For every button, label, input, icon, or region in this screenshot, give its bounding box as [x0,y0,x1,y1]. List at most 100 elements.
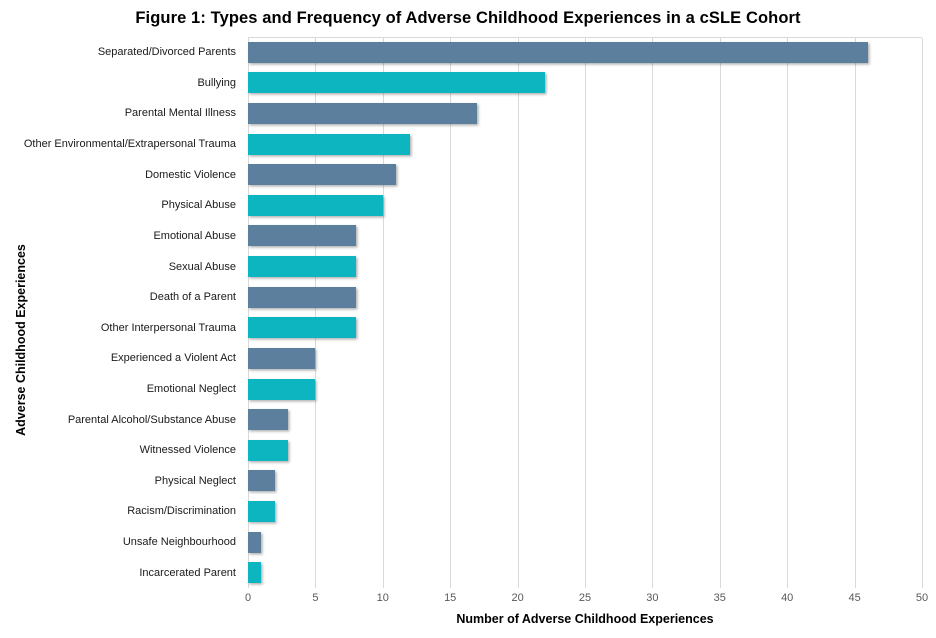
x-tick-label: 10 [376,592,389,604]
bar [248,409,289,431]
bar-row: Sexual Abuse [0,251,922,282]
x-tick-label: 25 [578,592,592,604]
bar-track [248,159,922,190]
gridline-layer [248,37,923,588]
gridline-x-20 [517,38,519,588]
gridline-x-50 [922,38,923,588]
bar [248,41,869,63]
gridline-x-15 [450,38,452,588]
category-label: Emotional Abuse [153,229,236,242]
bar-row: Emotional Neglect [0,374,922,405]
x-tick-label: 0 [244,592,252,604]
gridline-x-30 [652,38,654,588]
bar-track [248,37,922,68]
bar-row: Incarcerated Parent [0,557,922,588]
category-label: Separated/Divorced Parents [97,46,236,59]
category-label: Domestic Violence [145,168,236,181]
chart-title: Figure 1: Types and Frequency of Adverse… [135,9,801,27]
category-label: Sexual Abuse [168,260,236,273]
bar-track [248,466,922,497]
bar [248,378,316,400]
x-axis-ticks: 0 5 10 15 20 25 30 35 40 45 50 [244,592,928,608]
bar-track [248,190,922,221]
bar-track [248,221,922,252]
bar [248,562,262,584]
gridline-x-25 [585,38,586,588]
bar-track [248,374,922,405]
x-tick-label: 20 [511,592,524,604]
category-label: Unsafe Neighbourhood [122,536,236,548]
bar-row: Parental Alcohol/Substance Abuse [0,404,922,435]
bar-track [248,251,922,282]
bar [248,500,275,522]
gridline-x-10 [382,38,384,588]
bar [248,531,262,553]
bar [248,347,316,369]
bar-track [248,312,922,343]
x-tick-label: 50 [915,592,929,604]
category-label: Experienced a Violent Act [110,352,236,365]
x-axis-title: Number of Adverse Childhood Experiences [456,612,714,626]
category-label: Physical Neglect [154,474,236,487]
category-label: Other Environmental/Extrapersonal Trauma [23,138,236,151]
bar-row: Domestic Violence [0,159,922,190]
bar [248,439,289,461]
bar [248,225,356,247]
bar [248,164,397,186]
category-label: Emotional Neglect [146,382,236,395]
bar-row: Racism/Discrimination [0,496,922,527]
bar-row: Death of a Parent [0,282,922,313]
category-label: Witnessed Violence [139,444,236,457]
bar [248,103,478,125]
category-label: Death of a Parent [149,291,236,304]
bar-row: Bullying [0,68,922,99]
category-label: Other Interpersonal Trauma [100,321,236,334]
bar-track [248,496,922,527]
x-tick-label: 30 [646,592,659,604]
x-tick-label: 40 [781,592,794,604]
category-label: Parental Alcohol/Substance Abuse [67,413,236,426]
category-label: Incarcerated Parent [139,566,236,579]
bar-row: Separated/Divorced Parents [0,37,922,68]
gridline-x-40 [787,38,789,588]
bar [248,286,356,308]
bar-track [248,343,922,374]
x-tick-label: 45 [848,592,861,604]
bars-layer: Separated/Divorced Parents Bullying Parent… [0,37,922,588]
bar-row: Emotional Abuse [0,221,922,252]
gridline-x-45 [854,38,856,588]
bar-track [248,98,922,129]
category-label: Physical Abuse [161,199,236,212]
bar-track [248,527,922,558]
bar [248,194,383,216]
bar-row: Other Interpersonal Trauma [0,312,922,343]
bar-row: Witnessed Violence [0,435,922,466]
gridline-x-35 [719,38,721,588]
bar-track [248,435,922,466]
bar [248,72,545,94]
bar-row: Experienced a Violent Act [0,343,922,374]
gridline-x-5 [315,38,317,588]
category-label: Racism/Discrimination [127,505,236,518]
bar-row: Unsafe Neighbourhood [0,527,922,558]
x-tick-label: 15 [444,592,457,604]
bar-row: Physical Neglect [0,466,922,497]
bar-track [248,557,922,588]
category-label: Parental Mental Illness [124,107,236,120]
bar-track [248,404,922,435]
bar-row: Other Environmental/Extrapersonal Trauma [0,129,922,160]
bar [248,317,356,339]
bar-row: Parental Mental Illness [0,98,922,129]
bar-track [248,282,922,313]
bar [248,256,356,278]
bar-track [248,129,922,160]
bar [248,470,275,492]
bar [248,133,410,155]
bar-row: Physical Abuse [0,190,922,221]
x-tick-label: 35 [713,592,726,604]
gridline-x-0 [248,38,249,588]
x-tick-label: 5 [312,592,319,604]
bar-track [248,68,922,99]
category-label: Bullying [197,76,236,89]
